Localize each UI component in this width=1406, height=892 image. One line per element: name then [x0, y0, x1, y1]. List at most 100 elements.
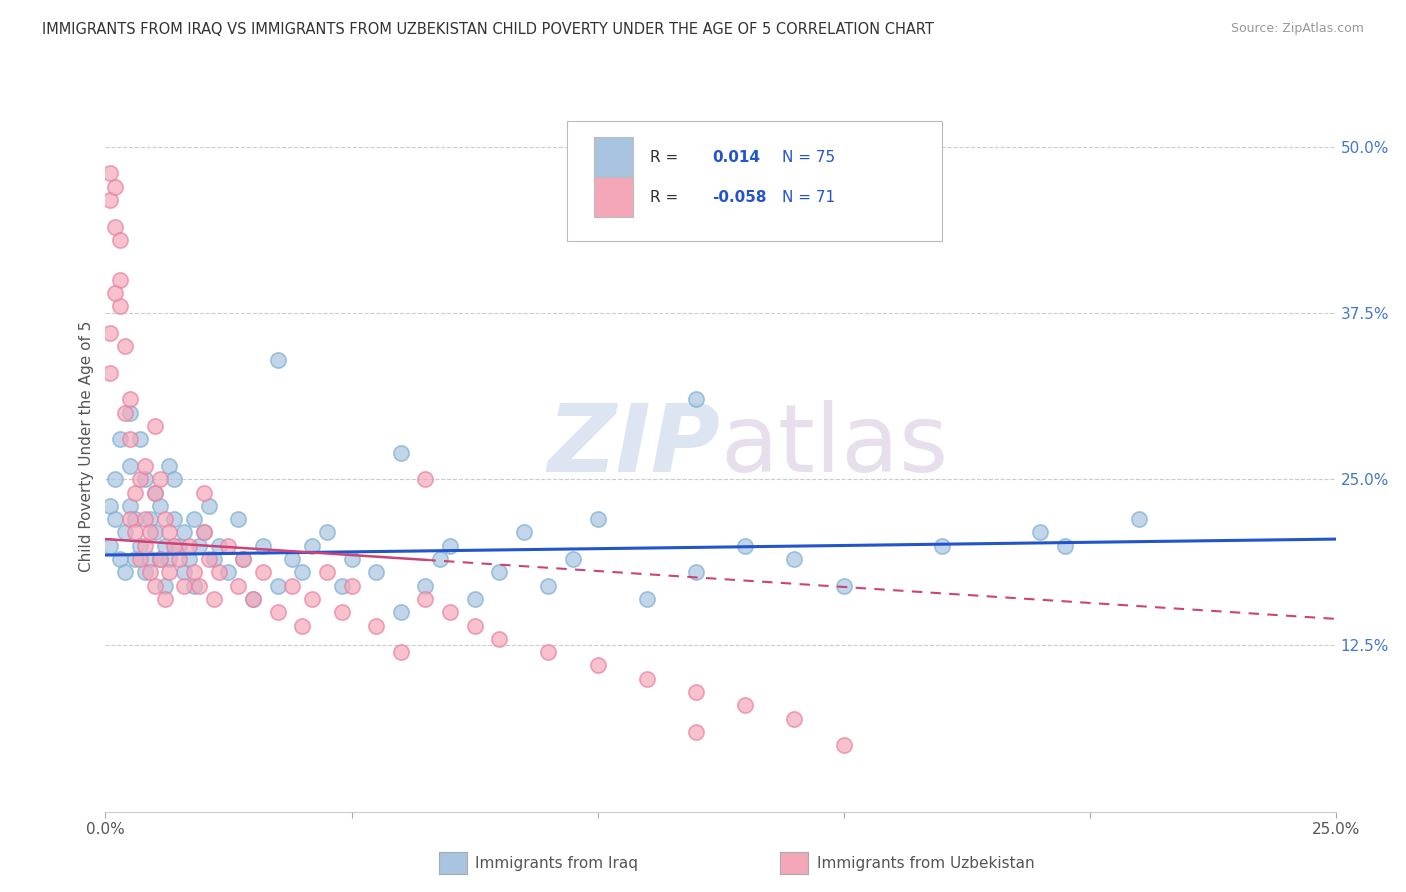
- Point: [315, 566, 337, 580]
- Point: [173, 525, 195, 540]
- Point: [110, 433, 132, 447]
- Point: [188, 579, 211, 593]
- Point: [179, 539, 201, 553]
- Point: [340, 579, 363, 593]
- Point: [163, 539, 186, 553]
- Point: [783, 712, 806, 726]
- Point: [291, 566, 314, 580]
- Point: [149, 552, 172, 566]
- Point: [389, 605, 412, 619]
- Point: [242, 591, 264, 606]
- Point: [193, 485, 215, 500]
- Point: [110, 552, 132, 566]
- Point: [98, 366, 122, 380]
- Point: [1029, 525, 1052, 540]
- Text: ZIP: ZIP: [548, 400, 721, 492]
- Point: [537, 579, 560, 593]
- Point: [143, 485, 166, 500]
- Point: [193, 525, 215, 540]
- Point: [267, 605, 290, 619]
- Point: [110, 273, 132, 287]
- Point: [586, 512, 609, 526]
- Point: [143, 419, 166, 434]
- Point: [291, 618, 314, 632]
- Point: [301, 591, 323, 606]
- Point: [188, 539, 211, 553]
- Point: [183, 579, 205, 593]
- Text: R =: R =: [651, 150, 683, 165]
- Point: [636, 672, 658, 686]
- Point: [330, 605, 353, 619]
- Point: [149, 472, 172, 486]
- Point: [98, 193, 122, 207]
- Point: [734, 539, 756, 553]
- Point: [143, 579, 166, 593]
- Point: [232, 552, 254, 566]
- Point: [159, 458, 180, 473]
- Point: [832, 579, 855, 593]
- Point: [252, 539, 274, 553]
- Point: [129, 433, 152, 447]
- Point: [193, 525, 215, 540]
- Point: [124, 525, 146, 540]
- Point: [163, 472, 186, 486]
- Point: [281, 552, 304, 566]
- Point: [183, 566, 205, 580]
- FancyBboxPatch shape: [593, 137, 633, 178]
- Point: [114, 525, 136, 540]
- Point: [218, 539, 240, 553]
- Point: [129, 552, 152, 566]
- Point: [169, 539, 191, 553]
- Point: [415, 579, 437, 593]
- Text: IMMIGRANTS FROM IRAQ VS IMMIGRANTS FROM UZBEKISTAN CHILD POVERTY UNDER THE AGE O: IMMIGRANTS FROM IRAQ VS IMMIGRANTS FROM …: [42, 22, 934, 37]
- Point: [98, 539, 122, 553]
- Point: [197, 499, 221, 513]
- Point: [98, 166, 122, 180]
- Text: Immigrants from Uzbekistan: Immigrants from Uzbekistan: [817, 855, 1035, 871]
- Point: [134, 512, 156, 526]
- Point: [685, 685, 707, 699]
- Point: [129, 472, 152, 486]
- Point: [197, 552, 221, 566]
- Point: [120, 406, 141, 420]
- Point: [232, 552, 254, 566]
- Point: [138, 512, 162, 526]
- Point: [169, 552, 191, 566]
- Point: [173, 566, 195, 580]
- Point: [104, 179, 127, 194]
- Point: [389, 645, 412, 659]
- Point: [389, 445, 412, 459]
- Point: [183, 512, 205, 526]
- Point: [134, 566, 156, 580]
- Point: [173, 579, 195, 593]
- Point: [159, 525, 180, 540]
- Text: atlas: atlas: [721, 400, 949, 492]
- Point: [267, 352, 290, 367]
- Point: [586, 658, 609, 673]
- Point: [114, 339, 136, 353]
- Point: [301, 539, 323, 553]
- Point: [513, 525, 536, 540]
- Point: [110, 299, 132, 313]
- Point: [159, 566, 180, 580]
- Point: [636, 591, 658, 606]
- FancyBboxPatch shape: [593, 178, 633, 218]
- Point: [685, 566, 707, 580]
- Point: [415, 472, 437, 486]
- Point: [98, 326, 122, 340]
- Point: [120, 458, 141, 473]
- Point: [330, 579, 353, 593]
- Point: [537, 645, 560, 659]
- Point: [1128, 512, 1150, 526]
- Point: [153, 539, 176, 553]
- Point: [340, 552, 363, 566]
- Point: [488, 632, 510, 646]
- Point: [228, 512, 250, 526]
- Point: [464, 618, 486, 632]
- Text: N = 71: N = 71: [782, 190, 835, 205]
- Point: [1054, 539, 1077, 553]
- Point: [163, 512, 186, 526]
- Point: [143, 485, 166, 500]
- Point: [202, 552, 225, 566]
- Point: [143, 525, 166, 540]
